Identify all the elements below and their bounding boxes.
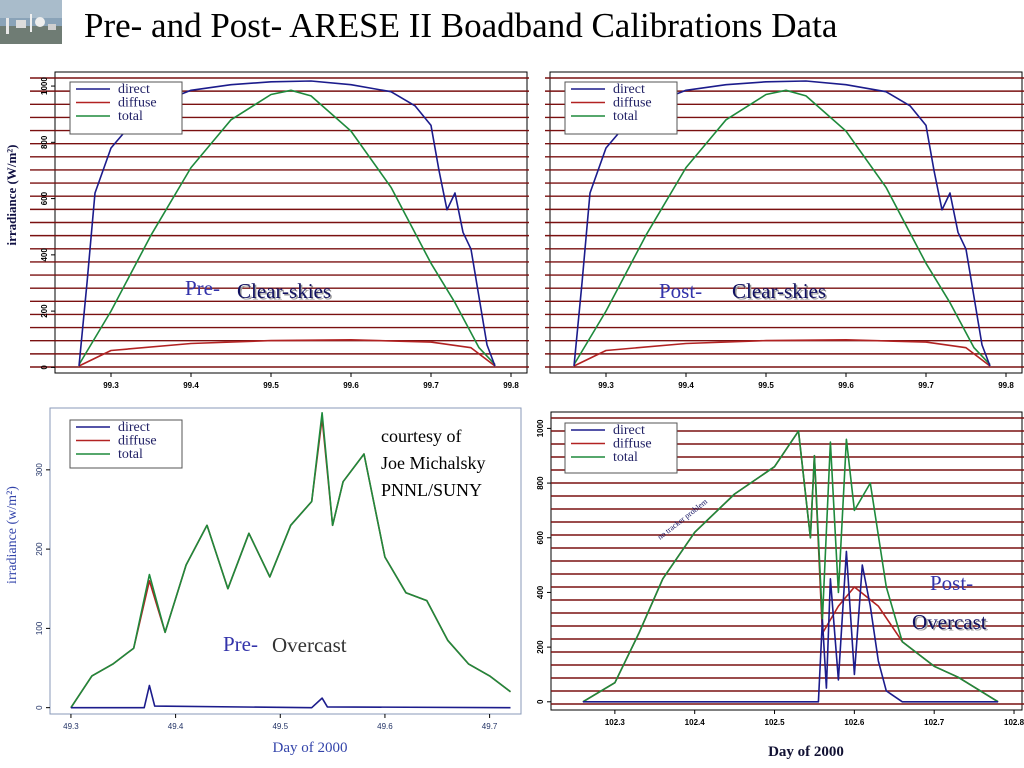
x-tick-label: 99.4 <box>183 381 199 390</box>
annotation-text: Clear-skies <box>732 279 826 303</box>
y-tick-label: 800 <box>40 135 49 149</box>
legend-label-diffuse: diffuse <box>118 434 157 449</box>
annotation-text: Post- <box>930 571 973 595</box>
x-tick-label: 102.3 <box>605 718 626 727</box>
annotation-shadow: Overcast <box>914 612 989 636</box>
annotation-shadow: Clear-skies <box>734 281 828 305</box>
x-tick-label: 99.3 <box>103 381 119 390</box>
legend-label-diffuse: diffuse <box>118 96 157 111</box>
annotation-text: Clear-skies <box>237 279 331 303</box>
annotation-shadow: Clear-skies <box>239 281 333 305</box>
y-axis-label: irradiance (W/m²) <box>4 144 19 245</box>
grid-lines <box>30 77 529 368</box>
x-tick-label: 49.4 <box>168 722 184 731</box>
slide-title: Pre- and Post- ARESE II Boadband Calibra… <box>84 6 838 45</box>
x-tick-label: 99.6 <box>343 381 359 390</box>
legend-box <box>69 419 183 469</box>
y-tick-label: 0 <box>40 365 49 370</box>
x-axis-label: Day of 2000 <box>273 740 348 756</box>
legend-label-diffuse: diffuse <box>613 437 652 452</box>
x-tick-label: 99.7 <box>918 381 934 390</box>
series-line-total <box>70 411 511 709</box>
credit-line-1: courtesy of <box>381 426 461 446</box>
panel-post-overcast: 102.3 102.4 102.5 102.6 102.7 102.8 0 200 400 600… <box>536 411 1024 760</box>
legend-label-direct: direct <box>613 423 645 438</box>
x-tick-label: 99.8 <box>503 381 519 390</box>
y-tick-label: 300 <box>35 463 44 477</box>
legend-label-direct: direct <box>118 82 150 97</box>
y-tick-label: 400 <box>536 585 545 599</box>
series-line-direct <box>582 550 999 703</box>
annotation-text: Pre- <box>185 276 220 300</box>
x-tick-label: 99.5 <box>758 381 774 390</box>
legend-box <box>564 81 678 135</box>
series-line-total <box>78 89 496 366</box>
legend-label-diffuse: diffuse <box>613 96 652 111</box>
legend-label-total: total <box>118 447 143 462</box>
series-line-diffuse <box>78 338 496 367</box>
y-axis-label: irradiance (w/m²) <box>5 486 20 584</box>
x-tick-label: 99.5 <box>263 381 279 390</box>
x-tick-label: 49.7 <box>482 722 498 731</box>
x-tick-label: 99.7 <box>423 381 439 390</box>
y-tick-label: 100 <box>35 621 44 635</box>
x-tick-label: 99.4 <box>678 381 694 390</box>
series-line-total <box>573 89 991 366</box>
legend-box <box>564 422 678 474</box>
credit-text: courtesy of Joe Michalsky PNNL/SUNY <box>381 426 485 500</box>
y-tick-label: 0 <box>35 705 44 710</box>
y-tick-label: 400 <box>40 248 49 262</box>
legend-label-total: total <box>613 450 638 465</box>
x-tick-label: 49.6 <box>377 722 393 731</box>
y-tick-label: 1000 <box>536 419 545 437</box>
x-tick-label: 99.3 <box>598 381 614 390</box>
y-tick-label: 200 <box>40 304 49 318</box>
x-tick-label: 102.4 <box>685 718 706 727</box>
annotation-text: Pre- <box>223 632 258 656</box>
x-tick-label: 49.5 <box>272 722 288 731</box>
site-photo-thumbnail <box>0 0 62 44</box>
legend-box <box>69 81 183 135</box>
credit-line-3: PNNL/SUNY <box>381 480 482 500</box>
x-tick-label: 99.8 <box>998 381 1014 390</box>
x-tick-label: 102.7 <box>924 718 945 727</box>
annotation-text: Post- <box>659 279 702 303</box>
y-tick-label: 200 <box>536 640 545 654</box>
legend-label-total: total <box>118 109 143 124</box>
x-tick-label: 102.6 <box>844 718 865 727</box>
x-tick-label: 49.3 <box>63 722 79 731</box>
series-line-diffuse <box>573 338 991 367</box>
x-tick-label: 102.8 <box>1004 718 1024 727</box>
x-tick-label: 102.5 <box>765 718 786 727</box>
annotation-text: Overcast <box>272 633 347 657</box>
panel-post-clear-skies: 99.3 99.4 99.5 99.6 99.7 99.8 directdiffusetot… <box>545 71 1024 390</box>
x-axis-label: Day of 2000 <box>768 744 844 760</box>
legend-label-direct: direct <box>118 420 150 435</box>
credit-line-2: Joe Michalsky <box>381 453 485 473</box>
y-tick-label: 1000 <box>40 77 49 95</box>
y-tick-label: 600 <box>536 531 545 545</box>
x-tick-label: 99.6 <box>838 381 854 390</box>
y-tick-label: 800 <box>536 476 545 490</box>
y-tick-label: 200 <box>35 542 44 556</box>
annotation-text: Overcast <box>912 610 987 634</box>
y-tick-label: 0 <box>536 699 545 704</box>
legend-label-direct: direct <box>613 82 645 97</box>
grid-lines <box>551 417 1024 705</box>
series-line-direct <box>70 684 511 709</box>
panel-pre-overcast: 49.3 49.4 49.5 49.6 49.7 0 100 200 300 irradiance… <box>5 407 522 756</box>
y-tick-label: 600 <box>40 191 49 205</box>
panel-pre-clear-skies: 99.3 99.4 99.5 99.6 99.7 99.8 0 200 400 600 800 100… <box>4 71 529 390</box>
legend-label-total: total <box>613 109 638 124</box>
